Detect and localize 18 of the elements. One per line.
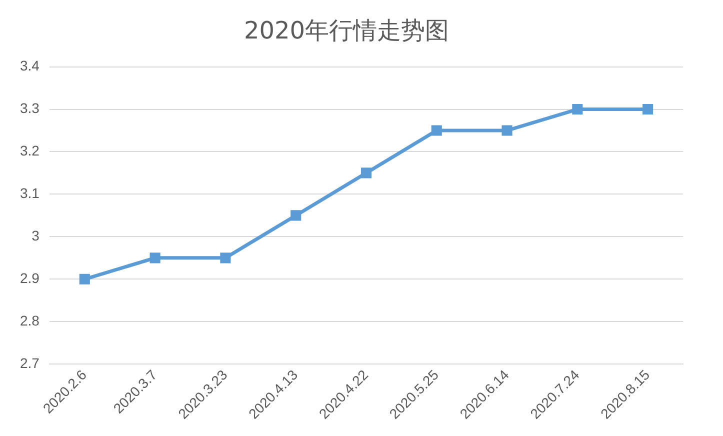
point: [79, 274, 90, 284]
chart-title: 2020年行情走势图: [244, 16, 450, 45]
point: [502, 125, 512, 136]
y-tick-label: 3.1: [20, 185, 40, 202]
point: [642, 104, 654, 115]
y-tick-label: 3.4: [20, 58, 40, 74]
point: [150, 252, 160, 264]
point: [431, 125, 442, 136]
y-tick-label: 2.9: [20, 270, 40, 286]
y-tick-label: 2.8: [20, 312, 40, 328]
point: [290, 210, 302, 221]
y-tick-label: 3: [32, 228, 40, 244]
point: [220, 252, 231, 264]
y-tick-label: 2.7: [20, 354, 40, 371]
point: [360, 168, 372, 178]
point: [572, 104, 583, 115]
y-tick-label: 3.3: [20, 100, 40, 116]
y-tick-label: 3.2: [20, 142, 40, 159]
